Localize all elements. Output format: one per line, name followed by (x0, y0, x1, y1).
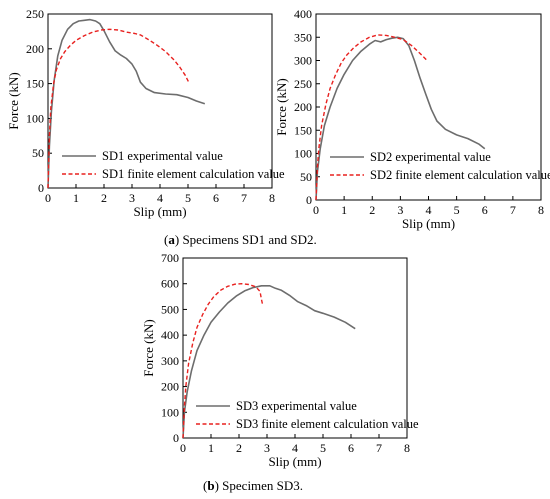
caption-b-label: b (207, 478, 215, 493)
x-tick-label: 8 (269, 191, 275, 205)
y-tick-label: 200 (294, 100, 312, 114)
y-tick-label: 600 (161, 277, 179, 291)
legend-label: SD3 finite element calculation value (236, 417, 419, 431)
legend-label: SD2 experimental value (370, 150, 491, 164)
x-tick-label: 1 (341, 203, 347, 217)
y-tick-label: 300 (161, 354, 179, 368)
y-axis-label: Force (kN) (274, 78, 289, 135)
y-tick-label: 250 (294, 77, 312, 91)
legend-label: SD2 finite element calculation value (370, 168, 550, 182)
y-tick-label: 200 (26, 42, 44, 56)
y-tick-label: 100 (294, 147, 312, 161)
x-tick-label: 3 (264, 441, 270, 455)
y-tick-label: 50 (300, 170, 312, 184)
x-tick-label: 4 (426, 203, 432, 217)
x-tick-label: 6 (482, 203, 488, 217)
x-tick-label: 6 (348, 441, 354, 455)
y-tick-label: 0 (173, 431, 179, 445)
fem-series-line (315, 34, 428, 201)
x-tick-label: 8 (538, 203, 544, 217)
y-tick-label: 400 (294, 7, 312, 21)
y-axis-label: Force (kN) (6, 72, 21, 129)
legend-label: SD1 finite element calculation value (102, 167, 285, 181)
x-tick-label: 7 (376, 441, 382, 455)
legend-label: SD1 experimental value (102, 149, 223, 163)
x-tick-label: 7 (241, 191, 247, 205)
caption-b-text: Specimen SD3. (218, 478, 304, 493)
x-tick-label: 0 (180, 441, 186, 455)
x-tick-label: 8 (404, 441, 410, 455)
caption-a: (a) Specimens SD1 and SD2. (164, 232, 317, 247)
x-tick-label: 6 (213, 191, 219, 205)
fem-series-line (47, 28, 191, 189)
caption-a-label: a (168, 232, 175, 247)
y-tick-label: 0 (38, 181, 44, 195)
y-tick-label: 250 (26, 7, 44, 21)
caption-b: (b) Specimen SD3. (203, 478, 304, 493)
x-tick-label: 2 (236, 441, 242, 455)
x-tick-label: 3 (397, 203, 403, 217)
x-tick-label: 4 (157, 191, 163, 205)
x-axis-label: Slip (mm) (402, 216, 455, 231)
y-tick-label: 100 (26, 111, 44, 125)
x-tick-label: 2 (369, 203, 375, 217)
y-tick-label: 150 (294, 123, 312, 137)
chart-sd2: 0 1 2 3 4 5 6 7 8 0 50 100 150 200 250 300 350 400 Slip (m… (274, 7, 550, 231)
y-tick-label: 500 (161, 302, 179, 316)
x-tick-label: 0 (45, 191, 51, 205)
x-tick-label: 5 (320, 441, 326, 455)
x-tick-label: 1 (73, 191, 79, 205)
y-tick-label: 100 (161, 405, 179, 419)
caption-a-text: Specimens SD1 and SD2. (179, 232, 317, 247)
y-tick-label: 350 (294, 30, 312, 44)
experimental-series-line (47, 18, 206, 189)
x-tick-label: 7 (510, 203, 516, 217)
experimental-series-line (315, 36, 486, 201)
x-axis-label: Slip (mm) (268, 454, 321, 469)
chart-sd1: 0 1 2 3 4 5 6 7 8 0 50 100 150 200 250 Slip (mm) Force (… (6, 7, 285, 219)
x-tick-label: 0 (313, 203, 319, 217)
y-tick-label: 300 (294, 54, 312, 68)
y-tick-label: 400 (161, 328, 179, 342)
x-tick-label: 3 (129, 191, 135, 205)
chart-sd3: 0 1 2 3 4 5 6 7 8 0 100 200 300 400 500 600 700 Slip (mm)… (141, 251, 419, 469)
fem-series-line (182, 283, 264, 439)
x-tick-label: 2 (101, 191, 107, 205)
x-tick-label: 1 (208, 441, 214, 455)
legend-label: SD3 experimental value (236, 399, 357, 413)
y-tick-label: 0 (306, 193, 312, 207)
x-tick-label: 4 (292, 441, 298, 455)
y-tick-label: 200 (161, 380, 179, 394)
x-tick-label: 5 (454, 203, 460, 217)
experimental-series-line (182, 285, 356, 439)
y-axis-label: Force (kN) (141, 319, 156, 376)
y-tick-label: 50 (32, 146, 44, 160)
x-axis-label: Slip (mm) (133, 204, 186, 219)
y-tick-label: 150 (26, 77, 44, 91)
x-tick-label: 5 (185, 191, 191, 205)
y-tick-label: 700 (161, 251, 179, 265)
